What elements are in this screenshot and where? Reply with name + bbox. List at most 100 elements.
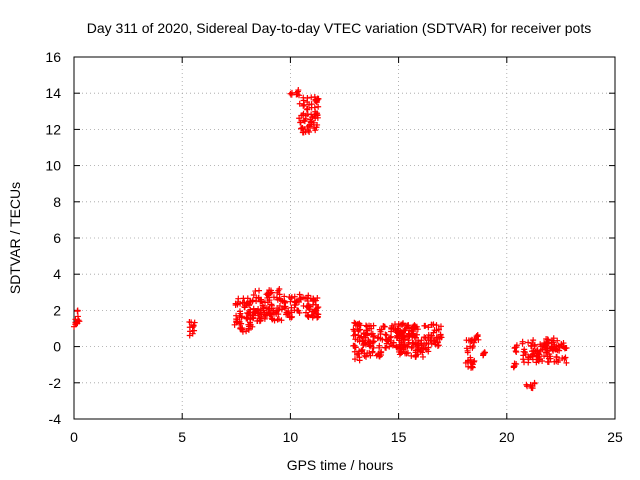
data-point <box>404 349 411 356</box>
data-point <box>396 341 403 348</box>
data-point <box>437 323 444 330</box>
data-point <box>281 305 288 312</box>
y-tick-label: -4 <box>49 411 62 427</box>
data-point <box>247 321 254 328</box>
data-point <box>303 294 310 301</box>
data-point <box>291 302 298 309</box>
data-point <box>523 381 530 388</box>
data-point <box>394 333 401 340</box>
data-point <box>304 312 311 319</box>
y-tick-label: 8 <box>53 194 61 210</box>
data-point <box>261 315 268 322</box>
data-point <box>539 342 546 349</box>
data-point <box>433 334 440 341</box>
data-point <box>355 321 362 328</box>
data-point <box>186 318 193 325</box>
data-point <box>352 320 359 327</box>
data-point <box>416 344 423 351</box>
data-point <box>419 353 426 360</box>
data-point <box>404 343 411 350</box>
data-point <box>395 328 402 335</box>
data-point <box>300 302 307 309</box>
data-point <box>312 108 319 115</box>
data-point <box>241 304 248 311</box>
data-point <box>472 336 479 343</box>
data-point <box>533 359 540 366</box>
data-point <box>351 356 358 363</box>
data-point <box>375 334 382 341</box>
data-point <box>421 334 428 341</box>
x-tick-label: 5 <box>178 429 186 445</box>
data-point <box>315 103 322 110</box>
data-point <box>525 354 532 361</box>
data-point <box>436 335 443 342</box>
data-point <box>513 349 520 356</box>
data-point <box>560 344 567 351</box>
data-point <box>383 344 390 351</box>
data-point <box>520 356 527 363</box>
data-points <box>71 87 570 392</box>
data-point <box>367 352 374 359</box>
data-point <box>399 320 406 327</box>
data-point <box>534 347 541 354</box>
data-point <box>465 363 472 370</box>
data-point <box>437 331 444 338</box>
data-point <box>313 97 320 104</box>
data-point <box>541 353 548 360</box>
data-point <box>408 344 415 351</box>
data-point <box>563 359 570 366</box>
data-point <box>553 354 560 361</box>
data-point <box>388 328 395 335</box>
data-point <box>521 346 528 353</box>
data-point <box>362 341 369 348</box>
data-point <box>314 313 321 320</box>
data-point <box>263 305 270 312</box>
grid-lines <box>74 57 615 419</box>
data-point <box>308 111 315 118</box>
y-tick-label: 4 <box>53 266 61 282</box>
data-point <box>362 334 369 341</box>
data-point <box>356 348 363 355</box>
data-point <box>369 330 376 337</box>
data-point <box>300 94 307 101</box>
data-point <box>276 285 283 292</box>
data-point <box>550 339 557 346</box>
data-point <box>428 340 435 347</box>
data-point <box>525 339 532 346</box>
y-tick-label: 12 <box>45 121 61 137</box>
data-point <box>385 336 392 343</box>
data-point <box>521 359 528 366</box>
y-axis-label: SDTVAR / TECUs <box>7 182 23 294</box>
data-point <box>304 105 311 112</box>
data-point <box>363 353 370 360</box>
data-point <box>365 337 372 344</box>
x-tick-label: 10 <box>283 429 299 445</box>
data-point <box>246 299 253 306</box>
data-point <box>370 338 377 345</box>
data-point <box>358 333 365 340</box>
data-point <box>74 308 81 315</box>
data-point <box>522 351 529 358</box>
data-point <box>315 304 322 311</box>
data-point <box>511 360 518 367</box>
data-point <box>462 359 469 366</box>
data-point <box>296 291 303 298</box>
data-point <box>300 117 307 124</box>
data-point <box>529 353 536 360</box>
data-point <box>375 350 382 357</box>
data-point <box>531 379 538 386</box>
data-point <box>361 350 368 357</box>
data-point <box>298 112 305 119</box>
data-point <box>356 326 363 333</box>
data-point <box>308 121 315 128</box>
data-point <box>268 315 275 322</box>
data-point <box>256 287 263 294</box>
data-point <box>414 351 421 358</box>
data-point <box>530 337 537 344</box>
x-tick-label: 0 <box>70 429 78 445</box>
data-point <box>355 327 362 334</box>
data-point <box>352 331 359 338</box>
data-point <box>410 330 417 337</box>
x-axis-label: GPS time / hours <box>287 457 394 473</box>
data-point <box>295 299 302 306</box>
